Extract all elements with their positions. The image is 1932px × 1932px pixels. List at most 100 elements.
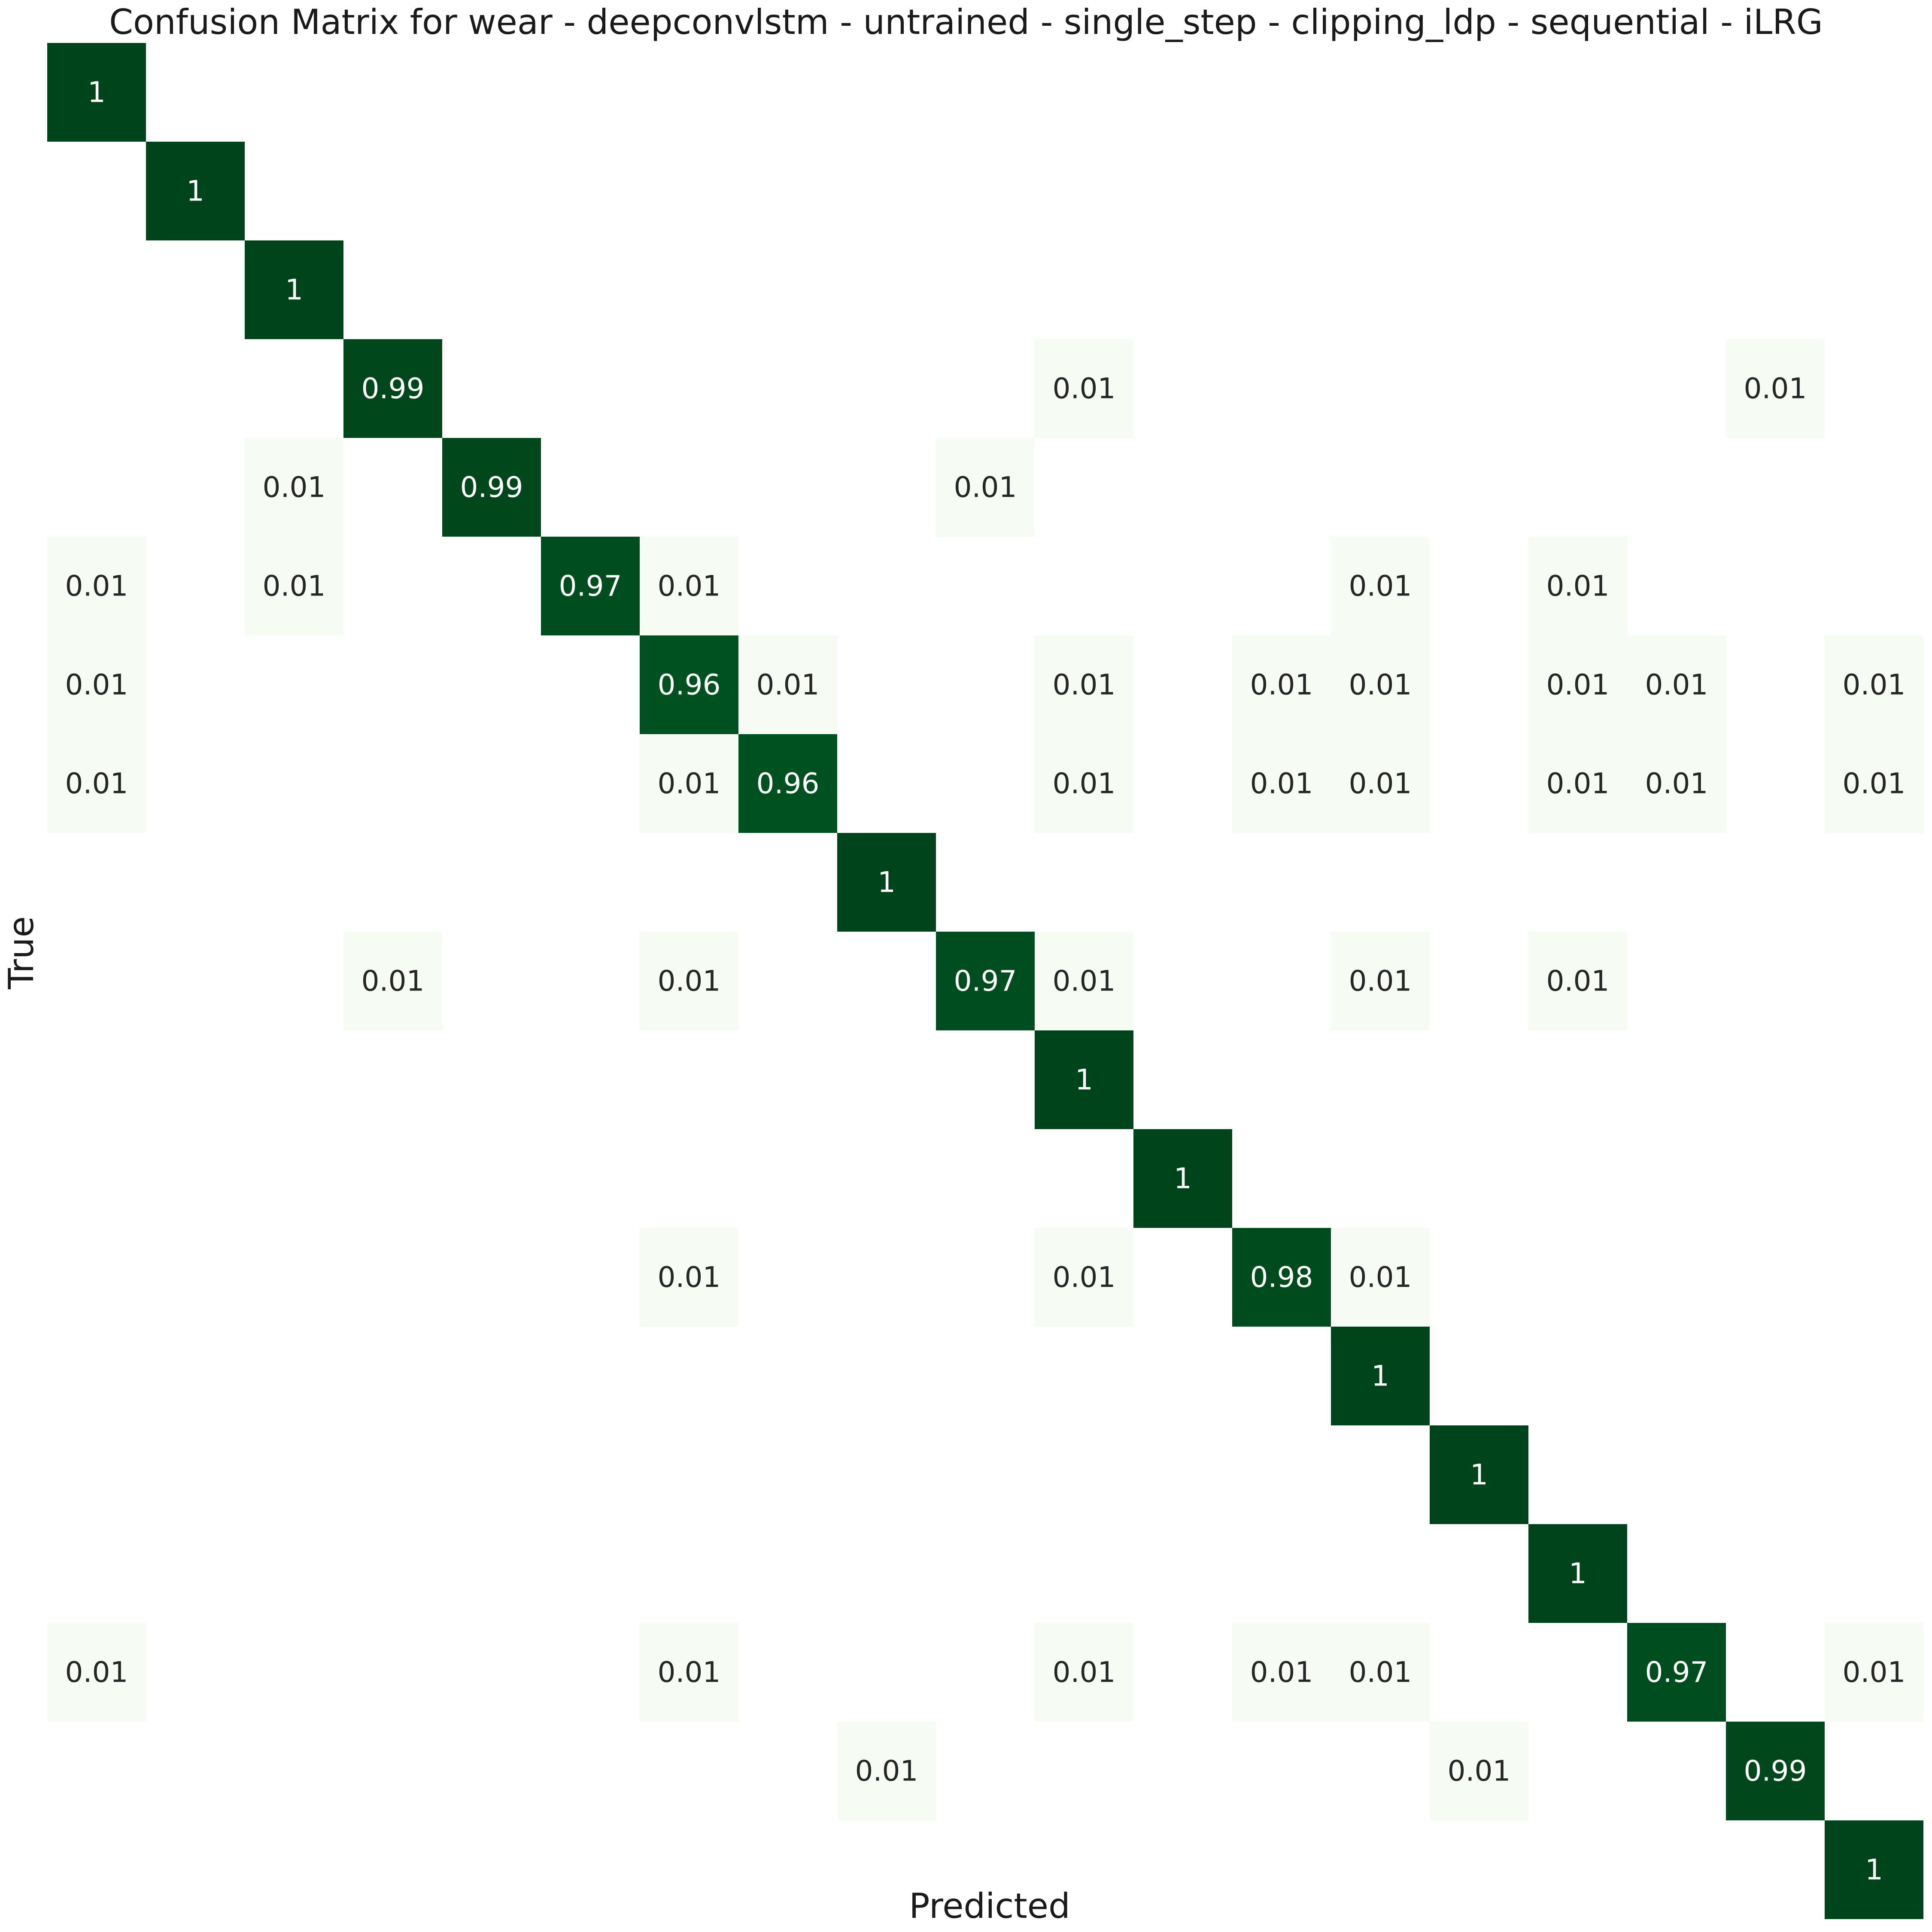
heatmap-cell-r16-c6	[640, 1623, 738, 1722]
heatmap-cell-r4-c9	[936, 438, 1035, 537]
cell-value-label-r15-c15: 1	[1569, 1557, 1587, 1590]
heatmap-cell-r12-c10	[1035, 1228, 1133, 1327]
heatmap-cell-r2-c2	[245, 240, 343, 339]
cell-value-label-r6-c18: 0.01	[1843, 668, 1906, 702]
cell-value-label-r9-c9: 0.97	[954, 965, 1017, 998]
cell-value-label-r7-c10: 0.01	[1053, 767, 1116, 800]
heatmap-cell-r6-c10	[1035, 635, 1133, 734]
cell-value-label-r7-c6: 0.01	[658, 767, 721, 800]
heatmap-cell-r16-c0	[47, 1623, 146, 1722]
cell-value-label-r6-c12: 0.01	[1250, 668, 1313, 702]
cell-value-label-r7-c12: 0.01	[1250, 767, 1313, 800]
cell-value-label-r6-c16: 0.01	[1645, 668, 1708, 702]
cell-value-label-r2-c2: 1	[285, 273, 303, 307]
heatmap-cell-r3-c17	[1726, 339, 1825, 438]
heatmap-cell-r12-c12	[1232, 1228, 1331, 1327]
heatmap-cell-r6-c13	[1331, 635, 1430, 734]
heatmap-cell-r6-c16	[1627, 635, 1726, 734]
heatmap-cell-r5-c0	[47, 537, 146, 635]
heatmap-cell-r6-c18	[1825, 635, 1923, 734]
heatmap-cell-r12-c13	[1331, 1228, 1430, 1327]
cell-value-label-r12-c13: 0.01	[1349, 1261, 1412, 1294]
heatmap-cell-r12-c6	[640, 1228, 738, 1327]
cell-value-label-r6-c7: 0.01	[756, 668, 820, 702]
heatmap-cell-r6-c6	[640, 635, 738, 734]
heatmap-cell-r16-c13	[1331, 1623, 1430, 1722]
cell-value-label-r7-c16: 0.01	[1645, 767, 1708, 800]
heatmap-cell-r4-c4	[442, 438, 541, 537]
heatmap-cell-r7-c16	[1627, 734, 1726, 833]
cell-value-label-r6-c15: 0.01	[1546, 668, 1610, 702]
heatmap-cell-r7-c7	[738, 734, 837, 833]
heatmap-cell-r9-c6	[640, 932, 738, 1030]
heatmap-cell-r17-c14	[1430, 1722, 1528, 1820]
cell-value-label-r1-c1: 1	[186, 175, 204, 208]
heatmap-cell-r3-c3	[343, 339, 442, 438]
heatmap-cell-r8-c8	[837, 833, 936, 932]
cell-value-label-r9-c3: 0.01	[361, 965, 425, 998]
cell-value-label-r10-c10: 1	[1075, 1063, 1093, 1097]
cell-value-label-r16-c16: 0.97	[1645, 1656, 1708, 1689]
heatmap-cell-r0-c0	[47, 43, 146, 142]
cell-value-label-r16-c0: 0.01	[65, 1656, 128, 1689]
heatmap-cell-r6-c0	[47, 635, 146, 734]
cell-value-label-r9-c6: 0.01	[658, 965, 721, 998]
heatmap-cell-r16-c10	[1035, 1623, 1133, 1722]
cell-value-label-r9-c10: 0.01	[1053, 965, 1116, 998]
heatmap-cell-r13-c13	[1331, 1327, 1430, 1425]
cell-value-label-r18-c18: 1	[1865, 1853, 1883, 1886]
heatmap-cell-r7-c13	[1331, 734, 1430, 833]
cell-value-label-r17-c14: 0.01	[1448, 1755, 1511, 1788]
cell-value-label-r7-c18: 0.01	[1843, 767, 1906, 800]
heatmap-cell-r4-c2	[245, 438, 343, 537]
heatmap-cell-r5-c2	[245, 537, 343, 635]
heatmap-cell-r6-c12	[1232, 635, 1331, 734]
cell-value-label-r5-c0: 0.01	[65, 570, 128, 603]
heatmap-cell-r9-c10	[1035, 932, 1133, 1030]
heatmap-cell-r16-c16	[1627, 1623, 1726, 1722]
cell-value-label-r5-c13: 0.01	[1349, 570, 1412, 603]
cell-value-label-r11-c11: 1	[1174, 1162, 1192, 1195]
heatmap-cell-r9-c13	[1331, 932, 1430, 1030]
cell-value-label-r12-c6: 0.01	[658, 1261, 721, 1294]
heatmap-cell-r5-c15	[1528, 537, 1627, 635]
heatmap-cell-r7-c12	[1232, 734, 1331, 833]
cell-value-label-r4-c9: 0.01	[954, 471, 1017, 504]
heatmap-cell-r17-c17	[1726, 1722, 1825, 1820]
cell-value-label-r17-c8: 0.01	[855, 1755, 918, 1788]
cell-value-label-r16-c13: 0.01	[1349, 1656, 1412, 1689]
heatmap-cell-r16-c12	[1232, 1623, 1331, 1722]
y-axis-label: True	[1, 916, 41, 989]
heatmap-cell-r1-c1	[146, 142, 245, 240]
cell-value-label-r3-c10: 0.01	[1053, 372, 1116, 405]
heatmap-cell-r7-c6	[640, 734, 738, 833]
heatmap-cell-r7-c0	[47, 734, 146, 833]
cell-value-label-r12-c12: 0.98	[1250, 1261, 1313, 1294]
x-axis-label: Predicted	[909, 1886, 1070, 1926]
heatmap-cell-r6-c15	[1528, 635, 1627, 734]
cell-value-label-r7-c7: 0.96	[756, 767, 820, 800]
cell-value-label-r17-c17: 0.99	[1744, 1755, 1807, 1788]
cell-value-label-r3-c3: 0.99	[361, 372, 425, 405]
cell-value-label-r16-c10: 0.01	[1053, 1656, 1116, 1689]
heatmap-cell-r7-c18	[1825, 734, 1923, 833]
heatmap-cell-r14-c14	[1430, 1425, 1528, 1524]
cell-value-label-r7-c13: 0.01	[1349, 767, 1412, 800]
heatmap-cell-r9-c9	[936, 932, 1035, 1030]
cell-value-label-r16-c12: 0.01	[1250, 1656, 1313, 1689]
heatmap-cell-r9-c15	[1528, 932, 1627, 1030]
cell-value-label-r4-c4: 0.99	[460, 471, 523, 504]
heatmap-cell-r7-c15	[1528, 734, 1627, 833]
heatmap-cell-r11-c11	[1133, 1129, 1232, 1228]
cell-value-label-r16-c18: 0.01	[1843, 1656, 1906, 1689]
cell-value-label-r0-c0: 1	[88, 76, 106, 109]
cell-value-label-r9-c13: 0.01	[1349, 965, 1412, 998]
cell-value-label-r5-c2: 0.01	[263, 570, 326, 603]
heatmap-cell-r5-c13	[1331, 537, 1430, 635]
heatmap-cell-r10-c10	[1035, 1030, 1133, 1129]
heatmap-cell-r3-c10	[1035, 339, 1133, 438]
cell-value-label-r6-c6: 0.96	[658, 668, 721, 702]
heatmap-cell-r9-c3	[343, 932, 442, 1030]
cell-value-label-r9-c15: 0.01	[1546, 965, 1610, 998]
